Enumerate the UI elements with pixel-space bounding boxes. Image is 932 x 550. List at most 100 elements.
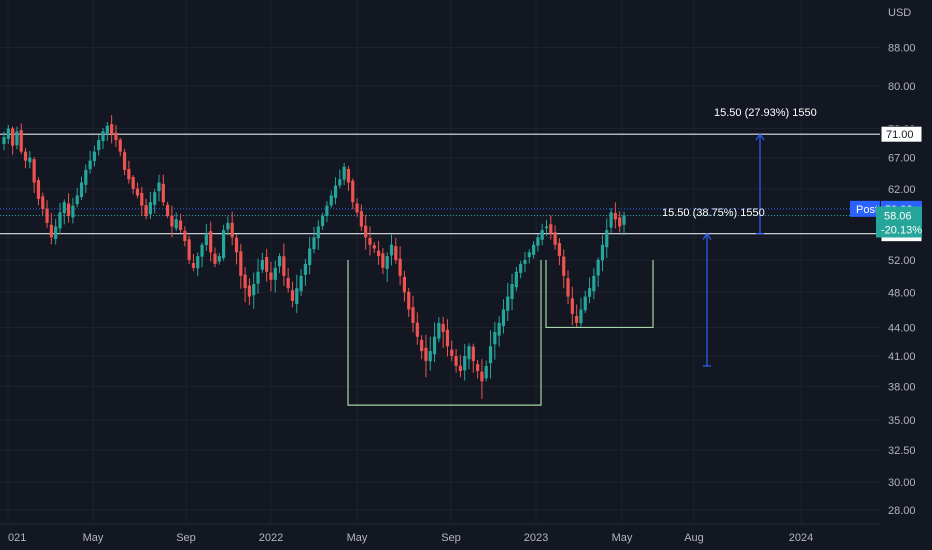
candle-body bbox=[570, 298, 574, 314]
candle-body bbox=[49, 224, 53, 238]
candle-body bbox=[230, 222, 234, 238]
candle-body bbox=[359, 211, 363, 227]
last-price-change: -20.13% bbox=[881, 224, 922, 236]
candle-body bbox=[484, 365, 488, 379]
candle-body bbox=[148, 202, 152, 215]
candle-body bbox=[32, 159, 36, 183]
candle-body bbox=[217, 256, 221, 262]
candle-body bbox=[394, 246, 398, 260]
candle-body bbox=[450, 349, 454, 356]
candle-body bbox=[333, 185, 338, 198]
candle-body bbox=[161, 183, 165, 203]
candle-body bbox=[157, 182, 161, 192]
candle-body bbox=[497, 322, 501, 336]
candle-body bbox=[605, 230, 609, 248]
candle-body bbox=[501, 309, 506, 327]
candle-body bbox=[200, 244, 204, 257]
candle-body bbox=[575, 316, 579, 323]
x-tick-label: 2024 bbox=[789, 532, 813, 544]
candle-body bbox=[402, 276, 407, 293]
time-axis: 021 May Sep 2022 May Sep 2023 May Aug 2024 bbox=[0, 523, 880, 544]
candle-body bbox=[562, 256, 566, 276]
candle-body bbox=[385, 256, 389, 269]
candle-body bbox=[566, 278, 570, 297]
candle-body bbox=[299, 275, 303, 292]
price-axis: USD 88.0080.0072.0067.0062.0058.0055.005… bbox=[880, 0, 932, 550]
y-tick-label: 52.00 bbox=[888, 255, 916, 267]
candle-body bbox=[527, 252, 531, 258]
candle-body bbox=[424, 347, 428, 361]
candle-body bbox=[36, 180, 41, 199]
candle-body bbox=[432, 336, 437, 355]
candle-body bbox=[58, 212, 62, 229]
candle-body bbox=[19, 130, 23, 152]
candle-body bbox=[273, 267, 277, 280]
candles bbox=[2, 115, 626, 400]
candle-body bbox=[209, 231, 213, 253]
y-tick-label: 41.00 bbox=[888, 351, 916, 363]
price-badges: 71.0055.50Post59.0258.06-20.13% bbox=[850, 125, 923, 243]
candle-body bbox=[239, 251, 243, 276]
horizontal-levels bbox=[0, 133, 880, 235]
candle-body bbox=[540, 230, 544, 240]
candle-body bbox=[437, 322, 441, 339]
pattern-bracket bbox=[545, 259, 654, 329]
candle-body bbox=[510, 283, 514, 299]
candle-body bbox=[536, 237, 540, 246]
candle-body bbox=[6, 128, 10, 139]
candle-body bbox=[368, 238, 372, 245]
candle-body bbox=[325, 205, 329, 216]
candle-body bbox=[174, 219, 178, 229]
candle-body bbox=[183, 230, 187, 242]
candle-body bbox=[79, 182, 84, 197]
candle-body bbox=[463, 355, 467, 371]
candle-body bbox=[321, 215, 325, 227]
grid bbox=[0, 0, 880, 524]
y-tick-label: 80.00 bbox=[888, 81, 916, 93]
candle-body bbox=[398, 258, 402, 276]
candle-body bbox=[234, 237, 239, 253]
y-tick-label: 30.00 bbox=[888, 477, 916, 489]
candle-body bbox=[381, 253, 385, 268]
y-tick-label: 28.00 bbox=[888, 505, 916, 517]
candle-body bbox=[549, 224, 553, 234]
candle-body bbox=[196, 256, 200, 269]
y-tick-label: 38.00 bbox=[888, 382, 916, 394]
candle-body bbox=[170, 215, 174, 227]
x-tick-label: May bbox=[347, 532, 368, 544]
candle-body bbox=[105, 125, 109, 134]
candle-body bbox=[75, 195, 79, 205]
candle-body bbox=[290, 290, 295, 301]
candle-body bbox=[596, 259, 600, 276]
candle-body bbox=[247, 285, 252, 297]
candle-body bbox=[519, 263, 523, 273]
candle-body bbox=[312, 237, 316, 250]
candle-body bbox=[303, 263, 307, 275]
y-tick-label: 32.50 bbox=[888, 445, 916, 457]
candle-body bbox=[583, 296, 587, 311]
level-badge-label: 71.00 bbox=[886, 129, 914, 141]
measure-arrow-upper-head bbox=[755, 133, 765, 141]
candle-body bbox=[622, 215, 626, 225]
x-tick-label: Aug bbox=[684, 532, 704, 544]
candle-body bbox=[445, 329, 450, 347]
candle-body bbox=[178, 220, 183, 231]
candle-body bbox=[23, 151, 28, 161]
candle-body bbox=[600, 244, 605, 261]
candle-body bbox=[506, 296, 510, 311]
candle-body bbox=[441, 323, 445, 333]
candle-body bbox=[269, 272, 273, 280]
candle-body bbox=[110, 124, 114, 135]
level-badge bbox=[880, 125, 923, 143]
x-tick-label: Sep bbox=[176, 532, 196, 544]
candle-body bbox=[114, 132, 118, 140]
candle-body bbox=[71, 205, 75, 218]
measure-label-upper: 15.50 (27.93%) 1550 bbox=[714, 107, 817, 119]
candle-body bbox=[62, 202, 66, 214]
candle-body bbox=[166, 204, 170, 216]
candle-body bbox=[389, 244, 394, 256]
candle-body bbox=[15, 131, 19, 146]
y-tick-label: 88.00 bbox=[888, 43, 916, 55]
candle-body bbox=[187, 239, 191, 260]
